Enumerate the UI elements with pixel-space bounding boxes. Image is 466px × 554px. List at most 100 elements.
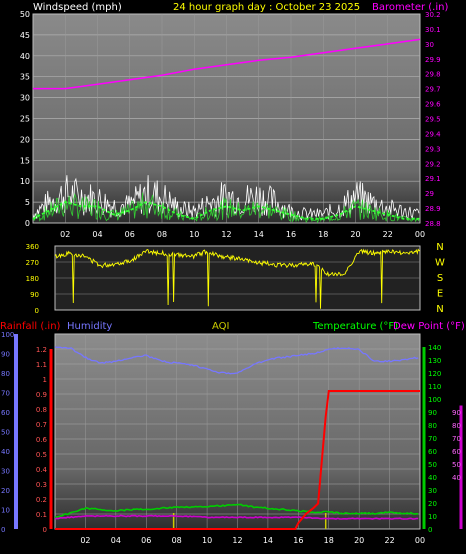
rain-y-tick: 0.1 xyxy=(36,511,47,519)
wind-x-tick: 04 xyxy=(92,230,102,239)
humidity-y-tick: 80 xyxy=(1,370,10,378)
wind-x-tick: 02 xyxy=(60,230,70,239)
wind-x-tick: 12 xyxy=(221,230,231,239)
barometer-y-tick: 29.8 xyxy=(425,71,441,79)
temp-y-tick: 10 xyxy=(428,513,437,521)
humidity-y-tick: 20 xyxy=(1,487,10,495)
rain-y-tick: 1.2 xyxy=(36,346,47,354)
barometer-y-tick: 29.3 xyxy=(425,145,441,153)
wind-y-tick: 20 xyxy=(20,135,30,144)
wind-average-line xyxy=(32,201,420,220)
lower-x-tick: 18 xyxy=(324,536,334,545)
direction-letter: N xyxy=(436,304,443,315)
rainfall-line xyxy=(55,390,420,530)
barometer-y-tick: 28.8 xyxy=(425,220,441,228)
temp-y-tick: 20 xyxy=(428,500,437,508)
temp-y-tick: 70 xyxy=(428,435,437,443)
lower-x-tick: 10 xyxy=(202,536,212,545)
direction-letter: W xyxy=(435,258,445,269)
lower-x-axis: 02 04 06 08 10 12 14 16 18 20 22 00 xyxy=(80,536,425,545)
graph-title: 24 hour graph day : October 23 2025 xyxy=(173,2,360,13)
rain-humidity-temp-series xyxy=(54,346,420,530)
aqi-label: AQI xyxy=(212,321,230,332)
wind-y-tick: 5 xyxy=(25,198,30,207)
wind-x-tick: 18 xyxy=(318,230,328,239)
barometer-y-tick: 29.1 xyxy=(425,175,441,183)
humidity-y-tick: 50 xyxy=(1,429,10,437)
rain-y-tick: 0.4 xyxy=(36,466,48,474)
wind-x-tick: 06 xyxy=(125,230,135,239)
temp-y-tick: 130 xyxy=(428,357,441,365)
humidity-y-tick: 90 xyxy=(1,351,10,359)
barometer-y-tick: 29.4 xyxy=(425,130,441,138)
wind-y-tick: 45 xyxy=(20,31,30,40)
lower-y-axes: 010203040506070809010000.10.20.30.40.50.… xyxy=(1,331,463,534)
dewpoint-label: Dew Point (°F) xyxy=(393,321,465,332)
barometer-y-tick: 29.9 xyxy=(425,56,441,64)
direction-y-tick: 270 xyxy=(26,259,39,267)
wind-y-tick: 10 xyxy=(20,177,30,186)
rain-y-tick: 1 xyxy=(43,376,47,384)
direction-letter: E xyxy=(437,289,443,300)
wind-y-tick: 40 xyxy=(20,52,30,61)
barometer-y-tick: 28.9 xyxy=(425,205,441,213)
lower-x-tick: 08 xyxy=(172,536,182,545)
wind-series xyxy=(32,38,421,224)
wind-y-tick: 50 xyxy=(20,10,30,19)
temperature-label: Temperature (°F) xyxy=(312,321,398,332)
direction-grid xyxy=(55,261,420,295)
wind-y-tick: 0 xyxy=(25,219,30,228)
humidity-y-tick: 100 xyxy=(1,331,14,339)
rain-y-tick: 0 xyxy=(43,526,47,534)
wind-y-axis: 0 5 10 15 20 25 30 35 40 45 50 xyxy=(20,10,30,228)
rain-y-tick: 0.6 xyxy=(36,436,48,444)
rain-y-tick: 0.3 xyxy=(36,481,47,489)
lower-x-tick: 00 xyxy=(415,536,425,545)
dew-y-tick: 80 xyxy=(452,422,461,430)
temp-y-tick: 140 xyxy=(428,344,441,352)
barometer-y-tick: 30 xyxy=(425,41,434,49)
barometer-label: Barometer (.in) xyxy=(372,2,448,13)
rain-y-tick: 0.5 xyxy=(36,451,47,459)
humidity-line xyxy=(54,346,419,375)
wind-direction-line xyxy=(54,248,421,309)
temp-y-tick: 60 xyxy=(428,448,437,456)
direction-y-axis: 0 90 180 270 360 xyxy=(26,243,39,315)
humidity-y-tick: 60 xyxy=(1,409,10,417)
temp-y-tick: 120 xyxy=(428,370,441,378)
direction-y-tick: 360 xyxy=(26,243,39,251)
dew-y-tick: 40 xyxy=(452,474,461,482)
temp-y-tick: 100 xyxy=(428,396,441,404)
rain-y-tick: 0.8 xyxy=(36,406,47,414)
lower-x-tick: 22 xyxy=(384,536,394,545)
lower-x-tick: 12 xyxy=(232,536,242,545)
rain-y-tick: 0.9 xyxy=(36,391,47,399)
wind-x-tick: 14 xyxy=(254,230,264,239)
wind-x-axis: 02 04 06 08 10 12 14 16 18 20 22 00 xyxy=(60,230,425,239)
rain-y-tick: 0.2 xyxy=(36,496,47,504)
lower-x-tick: 14 xyxy=(263,536,273,545)
barometer-y-tick: 30.1 xyxy=(425,26,441,34)
dew-y-tick: 60 xyxy=(452,448,461,456)
direction-series xyxy=(54,248,421,309)
dew-y-tick: 90 xyxy=(452,409,461,417)
direction-y-tick: 0 xyxy=(35,307,39,315)
wind-x-tick: 10 xyxy=(189,230,199,239)
temp-y-tick: 0 xyxy=(428,526,432,534)
wind-y-tick: 15 xyxy=(20,156,30,165)
rain-grid xyxy=(55,334,420,529)
lower-x-tick: 02 xyxy=(80,536,90,545)
lower-x-tick: 04 xyxy=(111,536,121,545)
humidity-y-tick: 30 xyxy=(1,468,10,476)
rainfall-label: Rainfall (.in) xyxy=(0,321,61,332)
direction-letter: N xyxy=(436,242,443,253)
windspeed-label: Windspeed (mph) xyxy=(33,2,122,13)
rain-y-tick: 1.1 xyxy=(36,361,47,369)
wind-y-tick: 25 xyxy=(20,115,30,124)
wind-avg-line xyxy=(32,192,420,224)
humidity-label: Humidity xyxy=(67,321,112,332)
humidity-y-tick: 0 xyxy=(1,526,5,534)
